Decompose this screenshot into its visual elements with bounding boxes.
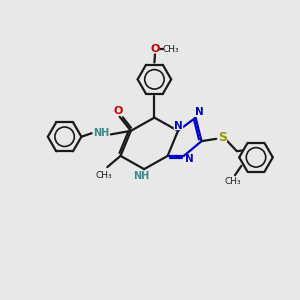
Bar (195, 109, 203, 116)
Text: NH: NH (133, 171, 149, 181)
Text: CH₃: CH₃ (225, 177, 242, 186)
Bar (185, 156, 193, 163)
Text: N: N (174, 121, 183, 130)
Text: NH: NH (93, 128, 110, 138)
Text: S: S (218, 131, 227, 144)
Text: CH₃: CH₃ (95, 171, 112, 180)
Bar (220, 134, 226, 141)
Text: N: N (185, 154, 194, 164)
Bar (174, 122, 182, 129)
Bar (96, 130, 107, 136)
Bar (115, 108, 122, 114)
Text: N: N (195, 107, 203, 117)
Bar (152, 46, 158, 52)
Bar (136, 173, 146, 179)
Text: O: O (114, 106, 123, 116)
Text: O: O (150, 44, 160, 54)
Text: CH₃: CH₃ (162, 44, 178, 53)
